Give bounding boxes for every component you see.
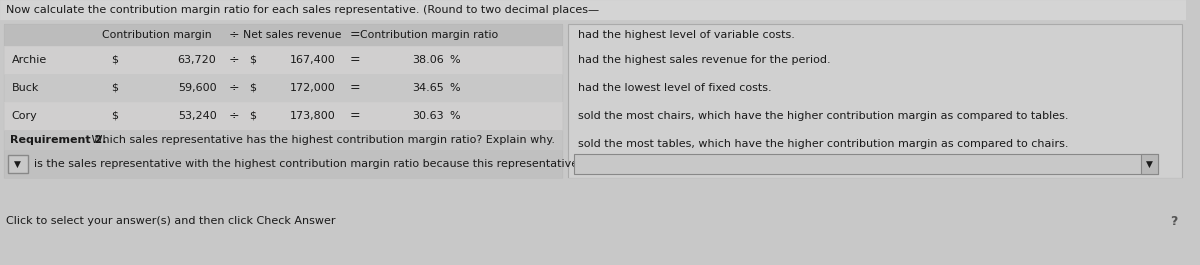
Text: Buck: Buck xyxy=(12,83,40,93)
Text: =: = xyxy=(349,54,360,67)
Text: $: $ xyxy=(110,111,118,121)
Text: sold the most chairs, which have the higher contribution margin as compared to t: sold the most chairs, which have the hig… xyxy=(578,111,1069,121)
Text: ÷: ÷ xyxy=(229,82,240,95)
Text: Click to select your answer(s) and then click Check Answer: Click to select your answer(s) and then … xyxy=(6,217,336,227)
Text: ▼: ▼ xyxy=(1146,160,1153,169)
Bar xyxy=(4,102,563,130)
Text: Contribution margin ratio: Contribution margin ratio xyxy=(360,30,498,40)
Text: =: = xyxy=(349,109,360,122)
Text: %: % xyxy=(450,83,461,93)
Bar xyxy=(4,24,563,46)
Text: 53,240: 53,240 xyxy=(178,111,216,121)
Text: $: $ xyxy=(110,55,118,65)
Bar xyxy=(1141,154,1158,174)
Text: ÷: ÷ xyxy=(229,109,240,122)
Bar xyxy=(0,0,1186,20)
Text: 173,800: 173,800 xyxy=(289,111,335,121)
Bar xyxy=(4,24,563,178)
Text: Net sales revenue: Net sales revenue xyxy=(244,30,342,40)
Text: %: % xyxy=(450,55,461,65)
Bar xyxy=(575,154,1158,174)
Bar xyxy=(4,74,563,102)
Bar xyxy=(4,130,563,150)
Bar xyxy=(569,24,1182,178)
Text: Cory: Cory xyxy=(12,111,37,121)
Text: ÷: ÷ xyxy=(229,29,240,42)
Bar xyxy=(8,155,28,173)
Text: 63,720: 63,720 xyxy=(178,55,216,65)
Text: $: $ xyxy=(250,83,256,93)
Text: Requirement 2.: Requirement 2. xyxy=(10,135,107,145)
Text: 167,400: 167,400 xyxy=(289,55,335,65)
Text: sold the most tables, which have the higher contribution margin as compared to c: sold the most tables, which have the hig… xyxy=(578,139,1069,149)
Bar xyxy=(4,46,563,74)
Text: had the highest level of variable costs.: had the highest level of variable costs. xyxy=(578,30,796,40)
Text: 34.65: 34.65 xyxy=(412,83,444,93)
Text: 38.06: 38.06 xyxy=(412,55,444,65)
Text: had the lowest level of fixed costs.: had the lowest level of fixed costs. xyxy=(578,83,772,93)
Text: Archie: Archie xyxy=(12,55,47,65)
Text: =: = xyxy=(349,29,360,42)
Bar xyxy=(0,178,1186,265)
Text: ?: ? xyxy=(1170,215,1178,228)
Text: had the highest sales revenue for the period.: had the highest sales revenue for the pe… xyxy=(578,55,830,65)
Text: Contribution margin: Contribution margin xyxy=(102,30,212,40)
Text: is the sales representative with the highest contribution margin ratio because t: is the sales representative with the hig… xyxy=(34,159,577,169)
Text: %: % xyxy=(450,111,461,121)
Text: 59,600: 59,600 xyxy=(178,83,216,93)
Text: ÷: ÷ xyxy=(229,54,240,67)
Text: Now calculate the contribution margin ratio for each sales representative. (Roun: Now calculate the contribution margin ra… xyxy=(6,5,599,15)
Bar xyxy=(4,150,563,178)
Text: $: $ xyxy=(110,83,118,93)
Text: 172,000: 172,000 xyxy=(289,83,335,93)
Text: $: $ xyxy=(250,55,256,65)
Text: 30.63: 30.63 xyxy=(412,111,444,121)
Text: $: $ xyxy=(250,111,256,121)
Text: ▼: ▼ xyxy=(14,160,22,169)
Text: =: = xyxy=(349,82,360,95)
Text: Which sales representative has the highest contribution margin ratio? Explain wh: Which sales representative has the highe… xyxy=(88,135,554,145)
